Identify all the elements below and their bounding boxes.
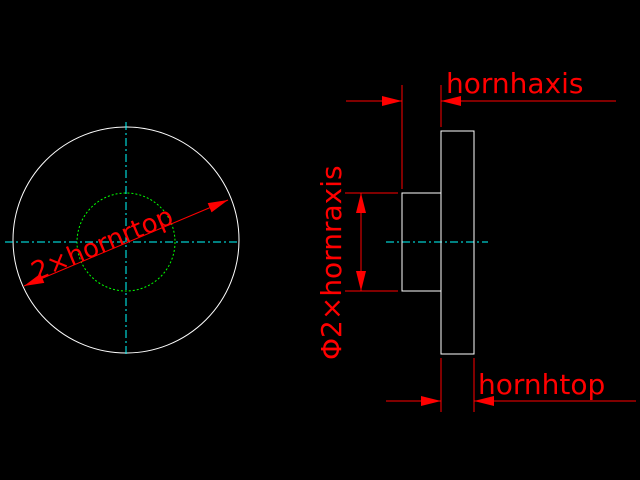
hornhtop-label: hornhtop xyxy=(478,368,605,401)
side-view: hornhaxis Φ2×hornraxis hornhtop xyxy=(315,67,636,412)
top-view: 2×hornrtop xyxy=(5,122,240,355)
diameter-left-label: 2×hornrtop xyxy=(27,201,178,287)
diameter-dimension-line xyxy=(23,199,229,287)
hornhaxis-label: hornhaxis xyxy=(446,67,583,100)
horn-boss-outline xyxy=(401,192,442,292)
hornraxis-label: Φ2×hornraxis xyxy=(315,165,348,360)
